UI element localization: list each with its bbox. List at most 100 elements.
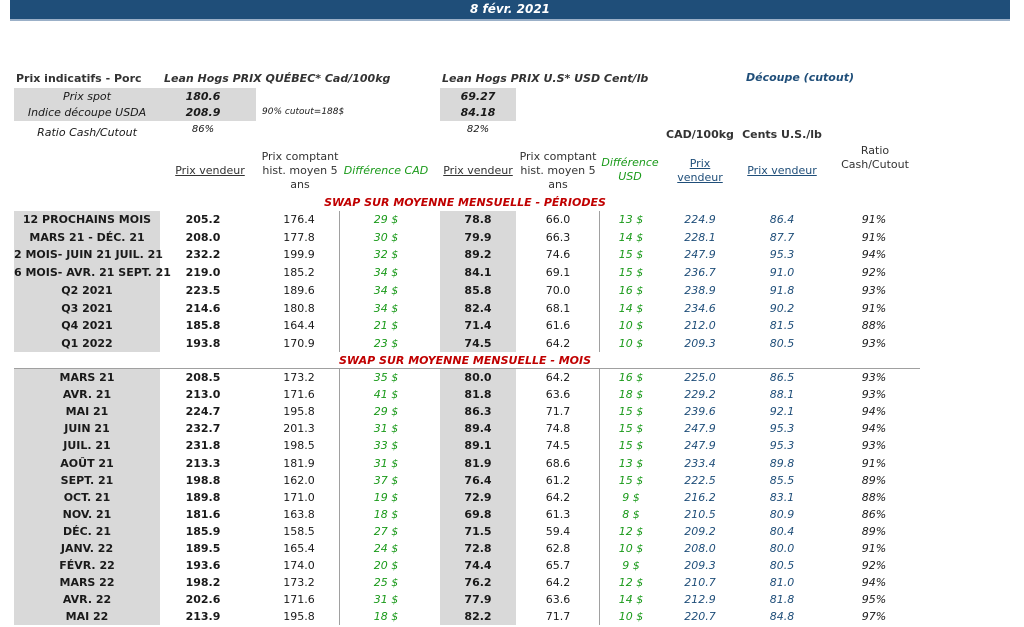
usda-note: 90% cutout=188$ xyxy=(262,107,345,117)
table-row: AVR. 22 202.6 171.6 31 $ 77.9 63.6 14 $ 212.9 81… xyxy=(0,592,1024,609)
difference-usd: 15 $ xyxy=(618,473,644,487)
prix-comptant-us: 63.6 xyxy=(545,593,571,607)
table-row: JANV. 22 189.5 165.4 24 $ 72.8 62.8 10 $ 208.0 8… xyxy=(0,541,1024,558)
difference-cad: 25 $ xyxy=(373,576,399,590)
cutout-cad: 212.9 xyxy=(684,593,716,607)
usda-qc: 208.9 xyxy=(185,106,221,119)
divider xyxy=(339,369,340,625)
table-row: MARS 21 208.5 173.2 35 $ 80.0 64.2 16 $ 225.0 86… xyxy=(0,370,1024,387)
prix-vendeur: 198.8 xyxy=(185,473,221,487)
section-periodes: SWAP SUR MOYENNE MENSUELLE - PÉRIODES xyxy=(324,196,606,209)
title-us: Lean Hogs PRIX U.S* USD Cent/lb xyxy=(442,72,649,85)
difference-cad: 23 $ xyxy=(373,336,399,350)
cutout-cad: 236.7 xyxy=(684,266,716,280)
row-label: DÉC. 21 xyxy=(62,524,112,538)
difference-usd: 12 $ xyxy=(618,524,644,538)
difference-usd: 10 $ xyxy=(618,610,644,624)
difference-usd: 16 $ xyxy=(618,283,644,297)
prix-comptant: 162.0 xyxy=(283,473,315,487)
divider xyxy=(339,211,340,352)
difference-usd: 10 $ xyxy=(618,542,644,555)
prix-vendeur: 231.8 xyxy=(185,439,221,453)
ratio: 94% xyxy=(861,422,887,436)
ratio: 95% xyxy=(861,593,887,607)
ratio: 94% xyxy=(861,405,887,419)
prix-comptant: 158.5 xyxy=(283,524,315,538)
prix-vendeur-us: 82.4 xyxy=(464,301,492,315)
row-label: JUIL. 21 xyxy=(63,439,111,453)
ratio: 93% xyxy=(861,336,887,350)
difference-cad: 32 $ xyxy=(373,248,399,262)
prix-vendeur-us: 81.8 xyxy=(464,388,492,402)
cutout-cad: 210.5 xyxy=(684,507,716,521)
prix-comptant: 198.5 xyxy=(283,439,315,453)
difference-cad: 18 $ xyxy=(373,610,399,624)
prix-comptant: 171.0 xyxy=(283,490,315,504)
difference-cad: 30 $ xyxy=(373,230,399,244)
difference-usd: 9 $ xyxy=(622,559,640,573)
divider xyxy=(599,369,600,625)
difference-cad: 27 $ xyxy=(373,524,399,538)
ratio: 94% xyxy=(861,248,887,262)
us-col-shade-2 xyxy=(440,369,516,625)
prix-comptant: 163.8 xyxy=(283,507,315,521)
prix-vendeur-us: 80.0 xyxy=(464,371,492,384)
cutout-cents: 85.5 xyxy=(769,473,795,487)
prix-vendeur: 224.7 xyxy=(185,405,221,419)
prix-comptant: 185.2 xyxy=(283,266,315,280)
difference-usd: 16 $ xyxy=(618,371,644,384)
prix-comptant-us: 71.7 xyxy=(545,610,571,624)
ratio: 91% xyxy=(861,230,887,244)
ratio-us: 82% xyxy=(466,124,490,135)
header-prix-vendeur-us: Prix vendeur xyxy=(443,164,513,177)
prix-comptant-us: 59.4 xyxy=(545,524,571,538)
prix-vendeur-us: 85.8 xyxy=(464,283,492,297)
prix-comptant: 171.6 xyxy=(283,388,315,402)
cutout-cad: 210.7 xyxy=(684,576,716,590)
cutout-cad: 209.3 xyxy=(684,336,716,350)
ratio-label: Ratio Cash/Cutout xyxy=(37,126,137,139)
difference-cad: 35 $ xyxy=(373,371,399,384)
prix-comptant: 201.3 xyxy=(283,422,315,436)
title-quebec: Lean Hogs PRIX QUÉBEC* Cad/100kg xyxy=(164,72,391,85)
header-ratio: Ratio Cash/Cutout xyxy=(841,144,909,171)
cutout-cents: 81.0 xyxy=(769,576,795,590)
cutout-cents: 81.5 xyxy=(769,319,795,333)
prix-comptant-us: 64.2 xyxy=(545,336,571,350)
spot-us-shade xyxy=(440,88,516,121)
ratio: 86% xyxy=(861,507,887,521)
prix-comptant: 173.2 xyxy=(283,576,315,590)
row-label: MARS 22 xyxy=(59,576,115,590)
row-label: AVR. 21 xyxy=(62,388,112,402)
table-row: JUIN 21 232.7 201.3 31 $ 89.4 74.8 15 $ 247.9 95… xyxy=(0,421,1024,438)
prix-comptant-us: 64.2 xyxy=(545,576,571,590)
prix-comptant: 165.4 xyxy=(283,542,315,555)
table-row: MAI 21 224.7 195.8 29 $ 86.3 71.7 15 $ 239.6 92.… xyxy=(0,404,1024,421)
prix-vendeur-us: 77.9 xyxy=(464,593,492,607)
prix-vendeur: 193.8 xyxy=(185,336,221,350)
difference-cad: 34 $ xyxy=(373,266,399,280)
ratio: 91% xyxy=(861,301,887,315)
header-prix-comptant: Prix comptant hist. moyen 5 ans xyxy=(261,150,339,191)
table-row: AVR. 21 213.0 171.6 41 $ 81.8 63.6 18 $ 229.2 88… xyxy=(0,387,1024,404)
difference-cad: 33 $ xyxy=(373,439,399,453)
table-row: AOÛT 21 213.3 181.9 31 $ 81.9 68.6 13 $ 233.4 89… xyxy=(0,456,1024,473)
row-label: Q3 2021 xyxy=(61,301,113,315)
row-label: MARS 21 xyxy=(59,371,115,384)
prix-comptant: 195.8 xyxy=(283,610,315,624)
table-row: Q1 2022 193.8 170.9 23 $ 74.5 64.2 10 $ 209.3 80… xyxy=(0,336,1024,353)
prix-vendeur: 213.0 xyxy=(185,388,221,402)
difference-usd: 15 $ xyxy=(618,439,644,453)
prix-comptant-us: 64.2 xyxy=(545,371,571,384)
prix-vendeur-us: 71.4 xyxy=(464,319,492,333)
table-row: DÉC. 21 185.9 158.5 27 $ 71.5 59.4 12 $ 209.2 80… xyxy=(0,524,1024,541)
header-prix-vendeur: Prix vendeur xyxy=(175,164,245,177)
table-row: 6 MOIS- AVR. 21 SEPT. 21 219.0 185.2 34 $ 84… xyxy=(0,265,1024,282)
prix-vendeur-us: 79.9 xyxy=(464,230,492,244)
prix-comptant: 173.2 xyxy=(283,371,315,384)
table-row: MAI 22 213.9 195.8 18 $ 82.2 71.7 10 $ 220.7 84.… xyxy=(0,609,1024,626)
table-row: MARS 22 198.2 173.2 25 $ 76.2 64.2 12 $ 210.7 81… xyxy=(0,575,1024,592)
cutout-cad: 247.9 xyxy=(684,248,716,262)
difference-cad: 29 $ xyxy=(373,213,399,226)
prix-comptant-us: 71.7 xyxy=(545,405,571,419)
